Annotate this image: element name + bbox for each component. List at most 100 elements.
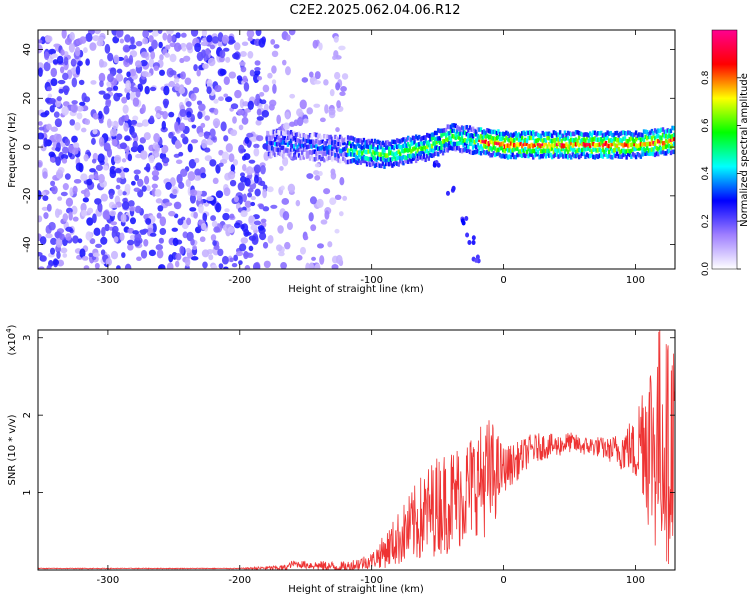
heatmap-cell — [269, 140, 272, 146]
heatmap-cell — [221, 255, 229, 265]
heatmap-cell — [85, 32, 93, 43]
heatmap-cell — [562, 143, 565, 149]
heatmap-cell — [547, 153, 551, 158]
heatmap-cell — [476, 142, 480, 148]
heatmap-cell — [622, 130, 625, 135]
heatmap-cell — [414, 134, 418, 139]
heatmap-cell — [350, 159, 353, 164]
heatmap-cell — [277, 136, 280, 141]
heatmap-cell — [525, 130, 529, 136]
heatmap-cell — [105, 258, 113, 266]
heatmap-cell — [343, 137, 347, 143]
heatmap-cell — [611, 132, 614, 138]
heatmap-cell — [663, 144, 666, 150]
heatmap-cell — [141, 103, 146, 114]
heatmap-cell — [294, 149, 298, 155]
heatmap-cell — [672, 141, 675, 147]
heatmap-cell — [124, 114, 130, 122]
heatmap-cell — [89, 168, 96, 173]
heatmap-cell — [301, 77, 309, 83]
heatmap-cell — [280, 261, 287, 269]
heatmap-cell — [603, 149, 606, 155]
heatmap-cell — [115, 168, 122, 174]
heatmap-cell — [611, 141, 614, 147]
heatmap-cell — [272, 129, 275, 135]
heatmap-cell — [375, 147, 378, 152]
heatmap-cell — [369, 156, 372, 162]
heatmap-cell — [230, 129, 238, 137]
heatmap-cell — [343, 140, 347, 146]
heatmap-cell — [527, 146, 530, 152]
heatmap-cell — [201, 30, 208, 37]
heatmap-cell — [362, 158, 366, 164]
heatmap-cell — [312, 139, 315, 144]
heatmap-cell — [604, 152, 608, 157]
heatmap-cell — [305, 134, 309, 139]
heatmap-cell — [98, 72, 106, 83]
heatmap-cell — [653, 141, 657, 147]
heatmap-cell — [370, 144, 374, 150]
heatmap-cell — [121, 96, 128, 104]
heatmap-cell — [260, 218, 267, 223]
heatmap-cell — [338, 134, 342, 140]
heatmap-cell — [180, 32, 187, 38]
heatmap-cell — [619, 137, 622, 143]
heatmap-cell — [359, 149, 362, 154]
heatmap-cell — [592, 137, 595, 142]
heatmap-cell — [155, 113, 162, 118]
heatmap-cell — [381, 161, 385, 166]
heatmap-cell — [394, 151, 397, 157]
heatmap-cell — [479, 150, 483, 156]
heatmap-cell — [410, 141, 413, 147]
heatmap-cell — [492, 145, 495, 150]
heatmap-cell — [253, 174, 259, 184]
heatmap-cell — [348, 159, 351, 164]
heatmap-cell — [574, 130, 578, 135]
colorbar-tick-label: 0.0 — [701, 262, 711, 277]
heatmap-cell — [188, 159, 197, 169]
heatmap-cell — [563, 149, 567, 154]
heatmap-cell — [558, 149, 562, 154]
heatmap-cell — [535, 152, 538, 157]
heatmap-cell — [438, 128, 442, 134]
heatmap-cell — [270, 135, 274, 140]
heatmap-cell — [359, 160, 362, 165]
heatmap-cell — [168, 210, 176, 217]
heatmap-cell — [121, 201, 130, 210]
heatmap-cell — [497, 134, 500, 140]
heatmap-cell — [481, 135, 484, 140]
heatmap-cell — [283, 148, 286, 154]
heatmap-cell — [443, 128, 446, 133]
heatmap-cell — [92, 128, 98, 135]
heatmap-cell — [381, 150, 385, 155]
heatmap-cell — [365, 156, 369, 161]
heatmap-cell — [229, 213, 235, 219]
heatmap-cell — [38, 266, 45, 269]
heatmap-cell — [184, 77, 192, 86]
heatmap-cell — [255, 119, 262, 126]
heatmap-cell — [280, 152, 283, 158]
heatmap-cell — [314, 71, 321, 80]
heatmap-cell — [636, 133, 639, 138]
heatmap-cell — [65, 233, 72, 241]
heatmap-cell — [666, 149, 669, 154]
heatmap-cell — [465, 143, 468, 149]
heatmap-cell — [54, 208, 60, 219]
heatmap-cell — [342, 138, 345, 143]
heatmap-cell — [441, 131, 445, 137]
heatmap-cell — [151, 39, 158, 50]
heatmap-cell — [622, 152, 625, 158]
heatmap-cell — [190, 93, 197, 102]
heatmap-cell — [482, 150, 486, 155]
heatmap-cell — [609, 154, 612, 160]
heatmap-cell — [174, 82, 181, 92]
heatmap-cell — [277, 130, 280, 135]
heatmap-cell — [408, 153, 411, 159]
heatmap-cell — [312, 39, 319, 49]
heatmap-cell — [527, 130, 530, 136]
heatmap-cell — [231, 262, 238, 268]
heatmap-cell — [517, 137, 521, 143]
heatmap-cell — [505, 130, 508, 136]
heatmap-cell — [315, 151, 318, 156]
heatmap-cell — [661, 127, 665, 132]
